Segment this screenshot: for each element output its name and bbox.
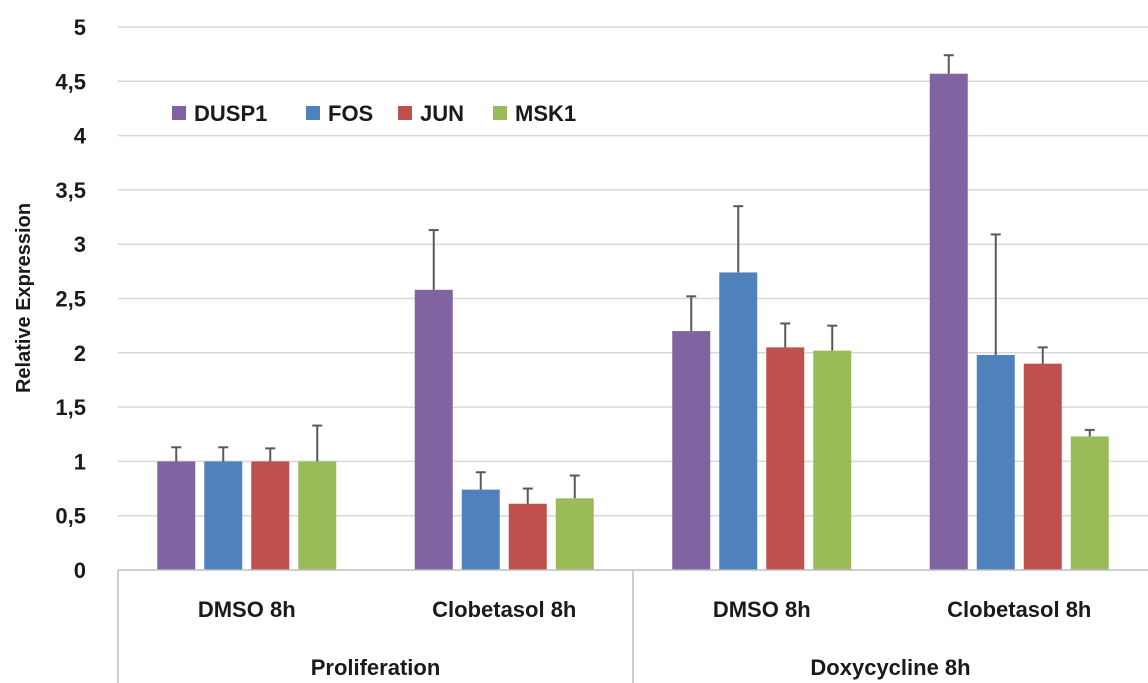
bar-fos xyxy=(719,272,758,570)
category-label: Clobetasol 8h xyxy=(947,597,1091,622)
y-tick-label: 4 xyxy=(74,124,87,149)
bar-fos xyxy=(976,354,1015,570)
legend-label: DUSP1 xyxy=(194,101,267,126)
y-tick-label: 0,5 xyxy=(55,504,86,529)
y-tick-label: 1,5 xyxy=(55,395,86,420)
legend-label: MSK1 xyxy=(515,101,576,126)
y-tick-label: 0 xyxy=(74,558,86,583)
bar-jun xyxy=(251,461,290,570)
legend-swatch xyxy=(398,106,412,120)
bar-jun xyxy=(766,347,805,570)
bar-jun xyxy=(508,503,547,570)
bar-fos xyxy=(461,489,500,570)
bar-dusp1 xyxy=(929,73,968,570)
bars xyxy=(157,54,1109,570)
bar-dusp1 xyxy=(157,461,196,570)
bar-msk1 xyxy=(555,498,594,570)
bar-dusp1 xyxy=(672,331,711,570)
y-tick-label: 2,5 xyxy=(55,287,86,312)
legend-swatch xyxy=(493,106,507,120)
bar-fos xyxy=(204,461,243,570)
bar-dusp1 xyxy=(414,289,453,570)
legend-swatch xyxy=(306,106,320,120)
legend: DUSP1 FOS JUN MSK1 xyxy=(172,101,576,126)
gridlines xyxy=(118,26,1148,517)
y-axis-ticks: 0 0,5 1 1,5 2 2,5 3 3,5 4 4,5 5 xyxy=(55,15,86,583)
category-label: DMSO 8h xyxy=(713,597,811,622)
y-tick-label: 5 xyxy=(74,15,86,40)
group-label: Proliferation xyxy=(311,655,441,680)
y-tick-label: 2 xyxy=(74,341,86,366)
bar-msk1 xyxy=(813,350,852,570)
legend-label: JUN xyxy=(420,101,464,126)
bar-jun xyxy=(1023,363,1062,570)
bar-msk1 xyxy=(298,461,337,570)
legend-swatch xyxy=(172,106,186,120)
y-tick-label: 3,5 xyxy=(55,178,86,203)
y-axis-label: Relative Expression xyxy=(13,203,35,393)
bar-msk1 xyxy=(1070,436,1109,570)
category-label: Clobetasol 8h xyxy=(432,597,576,622)
category-label: DMSO 8h xyxy=(198,597,296,622)
group-label: Doxycycline 8h xyxy=(810,655,970,680)
legend-label: FOS xyxy=(328,101,373,126)
y-tick-label: 4,5 xyxy=(55,69,86,94)
y-tick-label: 1 xyxy=(74,449,86,474)
x-axis: DMSO 8h Clobetasol 8h DMSO 8h Clobetasol 8h… xyxy=(117,569,1148,683)
y-tick-label: 3 xyxy=(74,232,86,257)
